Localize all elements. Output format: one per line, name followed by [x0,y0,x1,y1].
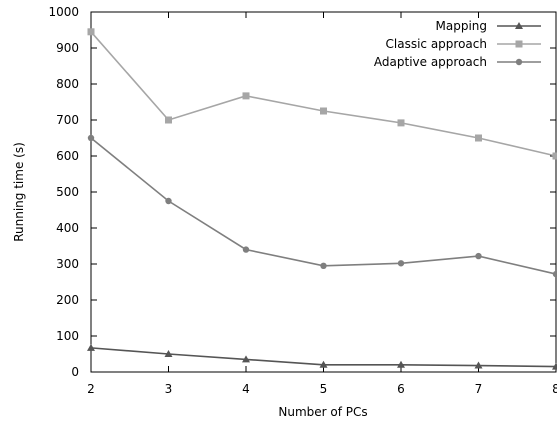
legend: Mapping Classic approach Adaptive approach [374,19,541,69]
data-point [552,270,557,278]
series-classic-approach [87,28,557,160]
data-point [319,360,328,368]
x-tick-label: 3 [165,382,173,396]
x-axis-title: Number of PCs [278,405,367,419]
data-point [320,262,327,269]
y-tick-label: 300 [56,257,79,271]
data-point [242,92,250,100]
series-group [87,28,557,370]
y-tick-label: 600 [56,149,79,163]
y-tick-label: 200 [56,293,79,307]
data-point [397,260,405,267]
y-tick-label: 900 [56,41,79,55]
data-point [475,134,482,142]
x-axis: 2 3 4 5 6 7 8 [87,12,557,396]
data-point [87,134,95,142]
data-point [165,116,172,124]
x-tick-label: 4 [242,382,250,396]
legend-marker [515,40,523,48]
series-line [90,137,557,275]
series-mapping [87,343,557,370]
y-tick-label: 1000 [48,5,79,19]
legend-label: Mapping [436,19,488,33]
series-adaptive-approach [87,134,557,278]
y-tick-label: 800 [56,77,79,91]
data-point [87,343,95,351]
legend-marker [515,22,523,29]
y-tick-label: 400 [56,221,79,235]
data-point [474,361,483,369]
legend-label: Adaptive approach [374,55,487,69]
legend-marker [515,58,523,66]
data-point [475,252,482,260]
data-point [242,246,250,253]
data-point [320,107,327,115]
y-tick-label: 0 [71,365,79,379]
data-point [552,152,557,160]
y-tick-label: 500 [56,185,79,199]
data-point [552,362,557,370]
x-tick-label: 2 [87,382,95,396]
x-tick-label: 5 [320,382,328,396]
x-tick-label: 6 [397,382,405,396]
data-point [242,355,250,363]
data-point [87,28,95,36]
x-tick-label: 7 [475,382,483,396]
legend-label: Classic approach [386,37,487,51]
data-point [164,350,173,357]
y-axis-title: Running time (s) [12,142,26,242]
y-tick-label: 700 [56,113,79,127]
data-point [165,197,172,205]
data-point [397,360,405,368]
x-tick-label: 8 [552,382,557,396]
y-axis: 0 100 200 300 400 500 600 700 800 900 1000 [48,5,556,379]
data-point [397,119,405,127]
y-tick-label: 100 [56,329,79,343]
